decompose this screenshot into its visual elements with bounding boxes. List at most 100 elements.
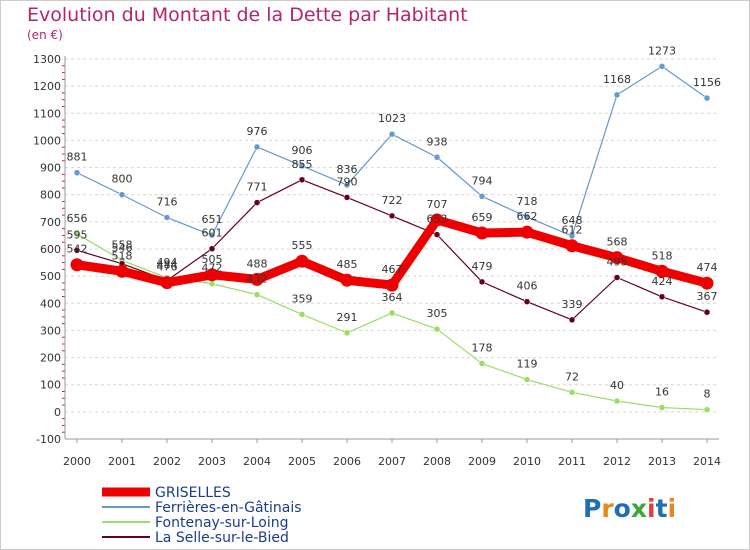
data-label: 467	[382, 263, 403, 276]
y-tick-label: 900	[40, 162, 61, 175]
x-tick-label: 2014	[693, 455, 721, 468]
data-label: 1273	[648, 44, 676, 57]
data-label: 305	[427, 307, 448, 320]
x-tick-label: 2003	[198, 455, 226, 468]
data-point	[610, 251, 624, 265]
data-label: 656	[67, 212, 88, 225]
data-point	[253, 143, 261, 151]
data-point	[298, 162, 306, 170]
data-point	[253, 199, 261, 206]
data-label: 424	[652, 275, 673, 288]
data-label: 662	[517, 210, 538, 223]
data-point	[475, 226, 489, 240]
proxiti-logo: Proxiti	[583, 494, 676, 523]
data-point	[478, 278, 486, 286]
data-label: 976	[247, 125, 268, 138]
data-label: 612	[562, 224, 583, 237]
data-label: 722	[382, 194, 403, 207]
data-point	[568, 389, 576, 396]
chart-title: Evolution du Montant de la Dette par Hab…	[27, 4, 468, 26]
data-label: 716	[157, 196, 178, 209]
y-tick-label: 400	[40, 297, 61, 310]
data-point	[343, 329, 351, 337]
y-tick-label: 1100	[33, 107, 61, 120]
data-point	[568, 232, 576, 240]
y-tick-label: 0	[54, 406, 61, 419]
data-label: 794	[472, 174, 493, 187]
data-label: 494	[157, 256, 178, 269]
data-label: 1168	[603, 73, 631, 86]
data-point	[160, 276, 174, 290]
x-tick-label: 2008	[423, 455, 451, 468]
data-point	[118, 191, 126, 198]
data-point	[433, 231, 441, 238]
x-tick-label: 2012	[603, 455, 631, 468]
data-point	[613, 397, 621, 405]
data-label: 855	[292, 158, 313, 171]
legend-label: GRISELLES	[155, 485, 231, 501]
x-tick-label: 2002	[153, 455, 181, 468]
x-tick-label: 2007	[378, 455, 406, 468]
data-label: 595	[67, 228, 88, 241]
x-tick-label: 2000	[63, 455, 91, 468]
data-point	[523, 376, 531, 383]
data-point	[295, 254, 309, 268]
data-label: 1023	[378, 112, 406, 125]
data-point	[298, 311, 306, 318]
y-tick-label: 500	[40, 270, 61, 283]
x-tick-label: 2010	[513, 455, 541, 468]
data-label: 568	[607, 236, 628, 249]
x-tick-label: 2005	[288, 455, 316, 468]
data-point	[385, 278, 399, 292]
data-point	[523, 213, 531, 221]
data-label: 790	[337, 175, 358, 188]
data-label: 648	[562, 214, 583, 227]
data-label: 16	[655, 386, 669, 399]
data-label: 40	[610, 379, 624, 392]
data-point	[703, 94, 711, 102]
data-label: 558	[112, 238, 133, 251]
data-label: 495	[607, 256, 628, 269]
data-label: 906	[292, 144, 313, 157]
x-tick-label: 2011	[558, 455, 586, 468]
y-tick-label: 200	[40, 352, 61, 365]
data-label: 339	[562, 298, 583, 311]
data-point	[205, 268, 219, 282]
data-point	[208, 231, 216, 239]
data-point	[208, 245, 216, 252]
data-label: 367	[697, 290, 718, 303]
data-point	[388, 130, 396, 138]
data-point	[388, 212, 396, 220]
data-label: 546	[112, 242, 133, 255]
x-tick-label: 2004	[243, 455, 271, 468]
data-point	[658, 404, 666, 411]
series-layer	[70, 63, 714, 413]
data-point	[658, 63, 666, 70]
data-point	[340, 273, 354, 287]
data-point	[73, 169, 81, 176]
data-point	[298, 176, 306, 184]
data-label: 485	[337, 258, 358, 271]
data-label: 488	[247, 257, 268, 270]
x-tick-label: 2006	[333, 455, 361, 468]
data-label: 518	[112, 249, 133, 262]
legend-label: Ferrières-en-Gâtinais	[155, 500, 302, 516]
data-point	[568, 316, 576, 324]
y-tick-label: 100	[40, 379, 61, 392]
data-label: 651	[202, 213, 223, 226]
data-label: 938	[427, 135, 448, 148]
axes: -100 0 100 200 300 400 500 600 700 800 900 1000 1100…	[33, 53, 721, 468]
data-point	[253, 291, 261, 298]
data-point	[343, 194, 351, 201]
y-tick-label: -100	[36, 433, 61, 446]
data-point	[73, 247, 81, 254]
data-point	[478, 360, 486, 367]
data-point	[478, 193, 486, 200]
data-point	[523, 298, 531, 305]
legend-label: La Selle-sur-le-Bied	[155, 530, 289, 546]
data-point	[433, 154, 441, 161]
legend: GRISELLESFerrières-en-GâtinaisFontenay-s…	[102, 485, 302, 546]
data-label: 359	[292, 292, 313, 305]
data-point	[703, 308, 711, 316]
